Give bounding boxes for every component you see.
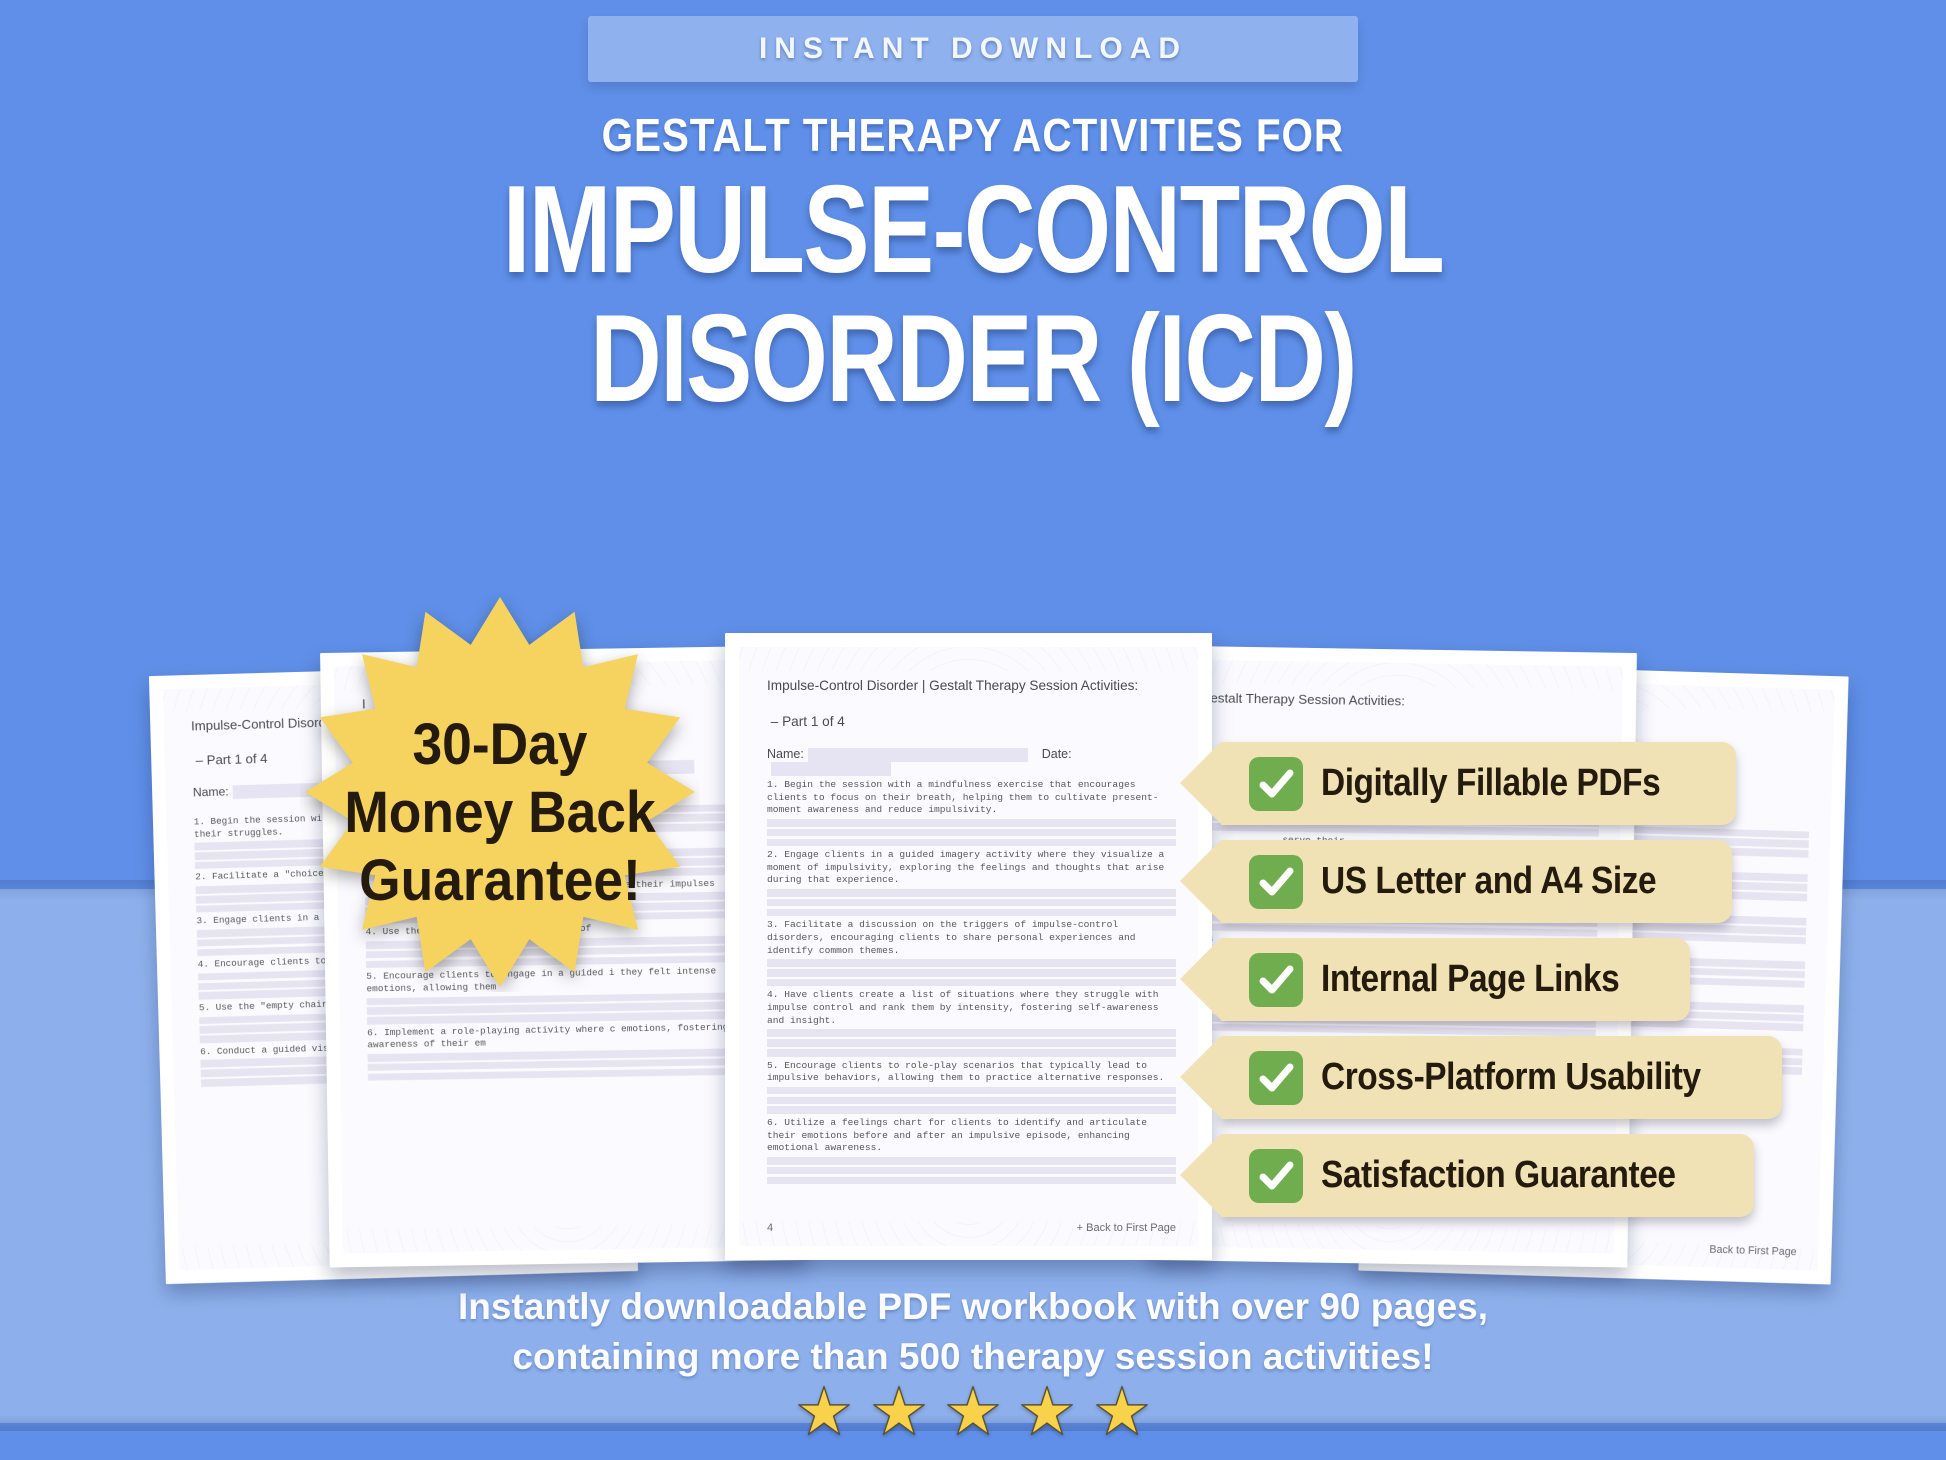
svg-text:30-Day: 30-Day [413, 712, 588, 777]
svg-text:Guarantee!: Guarantee! [359, 848, 641, 913]
svg-text:Money Back: Money Back [344, 780, 656, 845]
